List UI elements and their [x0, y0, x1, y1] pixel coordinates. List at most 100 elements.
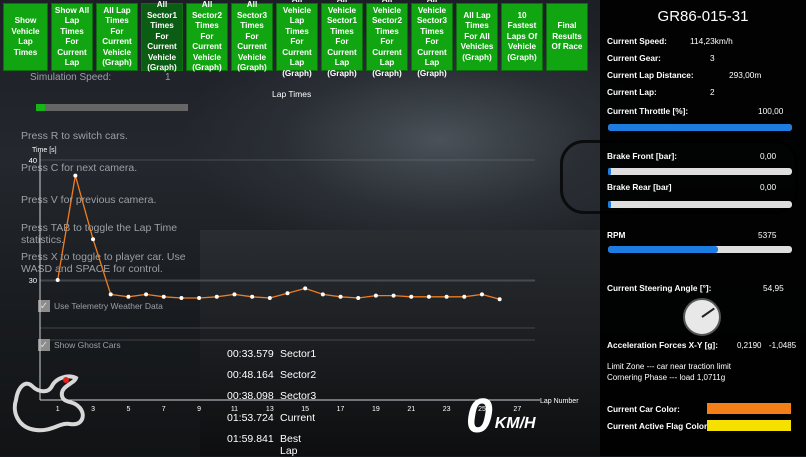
current-lap-row: Current Lap: 2: [607, 87, 797, 97]
chart-x-tick-label: 9: [197, 406, 201, 413]
acceleration-x-value: 0,2190: [737, 341, 762, 350]
sector2-current-vehicle-graph-button[interactable]: All Sector2 Times For Current Vehicle (G…: [186, 0, 228, 72]
chart-x-tick-label: 21: [407, 406, 415, 413]
flag-color-row: Current Active Flag Color:: [607, 421, 797, 431]
stats-toolbar: Show Vehicle Lap Times Show All Lap Time…: [3, 0, 588, 78]
minimap-track-path: [12, 374, 85, 433]
track-surface: [200, 230, 600, 456]
fastest-laps-graph-button[interactable]: 10 Fastest Laps Of Vehicle (Graph): [501, 3, 543, 71]
chart-y-axis-label: Time [s]: [32, 147, 57, 154]
chart-y-tick-label: 40: [29, 156, 37, 165]
time-label: Current: [280, 412, 316, 424]
throttle-fill: [608, 124, 792, 131]
current-speed-label: Current Speed:: [607, 36, 667, 46]
brake-rear-value: 0,00: [760, 182, 777, 192]
telemetry-weather-checkbox[interactable]: ✓ Use Telemetry Weather Data: [38, 300, 163, 312]
chart-x-tick-label: 11: [231, 406, 238, 413]
rpm-row: RPM 5375: [607, 230, 797, 240]
sector3-current-vehicle-graph-button[interactable]: All Sector3 Times For Current Vehicle (G…: [231, 0, 273, 72]
chart-title: Lap Times: [272, 89, 312, 99]
rpm-label: RPM: [607, 230, 626, 240]
brake-front-value: 0,00: [760, 151, 777, 161]
simulation-speed: Simulation Speed: 1: [30, 72, 171, 83]
time-value: 00:33.579: [227, 348, 274, 360]
time-row-best-lap: 01:59.841 Best Lap: [227, 433, 301, 457]
time-label: Best Lap: [280, 433, 302, 457]
lap-distance-row: Current Lap Distance: 293,00m: [607, 70, 797, 80]
time-row-sector3: 00:38.098 Sector3: [227, 390, 316, 402]
chart-data-point: [161, 294, 166, 299]
chart-data-point: [55, 278, 60, 282]
track-minimap: [12, 374, 85, 433]
chart-data-point: [479, 292, 484, 297]
time-value: 00:48.164: [227, 369, 274, 381]
steering-value: 54,95: [763, 283, 784, 293]
acceleration-row: Acceleration Forces X-Y [g]: 0,2190 -1,048…: [607, 340, 797, 350]
lap-distance-label: Current Lap Distance:: [607, 70, 694, 80]
current-speed-value: 114,23km/h: [690, 36, 733, 46]
chart-data-point: [91, 237, 96, 242]
help-switch-cars: Press R to switch cars.: [21, 130, 128, 142]
time-value: 01:59.841: [227, 433, 274, 445]
chart-data-point: [303, 286, 308, 291]
flag-color-swatch: [707, 420, 791, 431]
chart-data-point: [409, 294, 414, 299]
show-all-lap-times-current-lap-button[interactable]: Show All Lap Times For Current Lap: [51, 3, 93, 71]
chart-data-point: [73, 173, 78, 178]
brake-front-bar: [608, 168, 792, 175]
checkbox-check-icon: ✓: [38, 300, 50, 312]
throttle-bar: [608, 124, 792, 131]
chart-data-point: [285, 291, 290, 296]
throttle-row: Current Throttle [%]: 100,00: [607, 106, 797, 116]
all-lap-times-all-vehicles-graph-button[interactable]: All Lap Times For All Vehicles (Graph): [456, 3, 498, 71]
simulation-speed-fill: [36, 104, 46, 111]
checkbox-check-icon: ✓: [38, 339, 50, 351]
final-results-button[interactable]: Final Results Of Race: [546, 3, 588, 71]
vehicle-sector2-current-lap-graph-button[interactable]: All Vehicle Sector2 Times For Current La…: [366, 0, 408, 78]
car-color-label: Current Car Color:: [607, 404, 680, 414]
chart-data-point: [444, 294, 449, 299]
steering-row: Current Steering Angle [°]: 54,95: [607, 283, 797, 293]
time-label: Sector1: [280, 348, 317, 360]
chart-x-tick-label: 7: [162, 406, 166, 413]
time-value: 01:53.724: [227, 412, 274, 424]
help-previous-camera: Press V for previous camera.: [21, 194, 157, 206]
ghost-cars-checkbox[interactable]: ✓ Show Ghost Cars: [38, 339, 121, 351]
simulation-speed-label: Simulation Speed:: [30, 72, 112, 83]
help-next-camera: Press C for next camera.: [21, 162, 138, 174]
chart-data-point: [391, 293, 396, 298]
cornering-phase-text: Cornering Phase --- load 1,0711g: [607, 373, 726, 382]
brake-rear-row: Brake Rear [bar] 0,00: [607, 182, 797, 192]
acceleration-y-value: -1,0485: [769, 341, 797, 350]
car-color-row: Current Car Color:: [607, 404, 797, 414]
current-lap-label: Current Lap:: [607, 87, 657, 97]
throttle-label: Current Throttle [%]:: [607, 106, 689, 116]
chart-x-tick-label: 15: [301, 406, 309, 413]
telemetry-panel: GR86-015-31 Current Speed: 114,23km/h Cur…: [600, 0, 806, 456]
lap-times-current-vehicle-graph-button[interactable]: All Lap Times For Current Vehicle (Graph…: [96, 3, 138, 71]
time-value: 00:38.098: [227, 390, 274, 402]
rpm-bar: [608, 246, 792, 253]
chart-data-point: [197, 296, 202, 300]
minimap-car-marker: [63, 377, 69, 383]
simulation-speed-value: 1: [165, 72, 171, 83]
steering-wheel-icon: [683, 298, 721, 336]
chart-data-point: [250, 294, 255, 299]
chart-data-point: [179, 296, 184, 300]
current-lap-value: 2: [710, 87, 715, 97]
sector1-current-vehicle-graph-button[interactable]: All Sector1 Times For Current Vehicle (G…: [141, 0, 183, 72]
speedometer-unit: KM/H: [494, 415, 536, 432]
limit-zone-text: Limit Zone --- car near traction limit: [607, 362, 732, 371]
speedometer: 0 KM/H: [466, 393, 536, 441]
flag-color-label: Current Active Flag Color:: [607, 421, 710, 431]
time-label: Sector2: [280, 369, 317, 381]
brake-rear-label: Brake Rear [bar]: [607, 182, 672, 192]
chart-data-point: [462, 294, 467, 299]
chart-data-point: [214, 294, 219, 299]
chart-x-tick-label: 1: [56, 406, 60, 413]
simulation-speed-slider[interactable]: [36, 104, 188, 111]
time-row-current: 01:53.724 Current: [227, 412, 315, 424]
help-toggle-stats: Press TAB to toggle the Lap Time statist…: [21, 222, 178, 246]
show-vehicle-lap-times-button[interactable]: Show Vehicle Lap Times: [3, 3, 48, 71]
